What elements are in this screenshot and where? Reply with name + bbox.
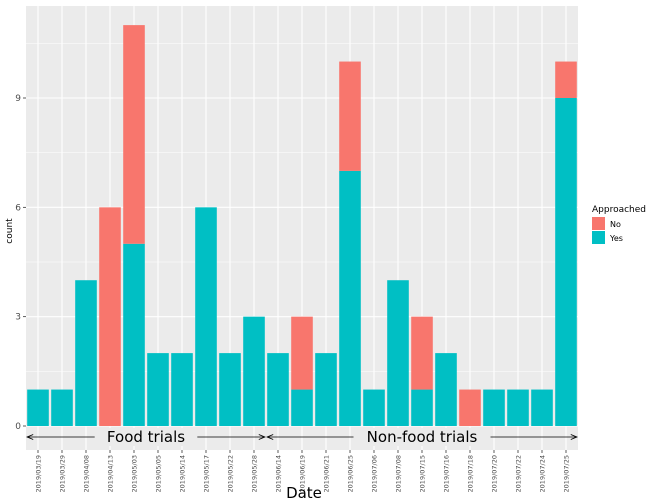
bar-yes	[339, 170, 361, 426]
x-tick-label: 2019/07/24	[539, 455, 547, 492]
x-tick-label: 2019/05/14	[179, 455, 187, 492]
x-tick-label: 2019/05/28	[251, 455, 259, 492]
x-tick-label: 2019/05/05	[155, 455, 163, 492]
bar-no	[339, 61, 361, 171]
bar-yes	[75, 280, 97, 426]
bar-no	[123, 25, 145, 244]
x-tick-label: 2019/07/08	[395, 455, 403, 492]
bar-no	[411, 316, 433, 390]
annotation-arrowhead	[266, 434, 274, 440]
legend-swatch-yes	[592, 231, 605, 244]
bar-yes	[219, 353, 241, 426]
bar-yes	[147, 353, 169, 426]
bar-yes	[171, 353, 193, 426]
annotation-label: Non-food trials	[367, 428, 478, 446]
bar-no	[555, 61, 577, 98]
x-tick-label: 2019/06/19	[299, 455, 307, 492]
x-tick-label: 2019/06/21	[323, 455, 331, 492]
bar-yes	[195, 207, 217, 426]
bar-yes	[411, 389, 433, 426]
x-tick-label: 2019/07/16	[443, 455, 451, 492]
y-tick-label: 9	[15, 94, 21, 104]
legend-title: Approached	[592, 205, 646, 215]
x-tick-label: 2019/04/08	[83, 455, 91, 492]
bar-yes	[267, 353, 289, 426]
x-tick-label: 2019/07/20	[491, 455, 499, 492]
bar-no	[99, 207, 121, 426]
x-tick-label: 2019/07/25	[563, 455, 571, 492]
x-tick-label: 2019/07/22	[515, 455, 523, 492]
y-tick-label: 0	[15, 422, 21, 432]
annotation-label-background	[353, 428, 491, 446]
x-tick-label: 2019/04/13	[107, 455, 115, 492]
bar-yes	[531, 389, 553, 426]
bar-yes	[555, 98, 577, 426]
bars	[27, 25, 577, 426]
bar-yes	[483, 389, 505, 426]
legend-label-no: No	[610, 220, 621, 229]
bar-yes	[387, 280, 409, 426]
annotation-arrowhead	[258, 434, 266, 440]
x-tick-label: 2019/06/14	[275, 455, 283, 492]
bar-yes	[243, 316, 265, 426]
bar-yes	[507, 389, 529, 426]
x-tick-label: 2019/03/19	[35, 455, 43, 492]
legend-swatch-no	[592, 217, 605, 230]
x-tick-label: 2019/05/22	[227, 455, 235, 492]
annotation-arrowhead	[570, 434, 578, 440]
x-tick-label: 2019/05/03	[131, 455, 139, 492]
x-axis-title: Date	[286, 484, 322, 502]
bar-yes	[51, 389, 73, 426]
legend: Approached No Yes	[592, 205, 646, 244]
y-tick-label: 3	[15, 313, 21, 323]
annotation-label: Food trials	[107, 428, 185, 446]
annotation-arrowhead	[26, 434, 34, 440]
y-axis: 0 3 6 9	[15, 94, 26, 432]
x-axis: 2019/03/19 2019/03/29 2019/04/08 2019/04/13…	[35, 450, 571, 492]
x-tick-label: 2019/06/25	[347, 455, 355, 492]
x-tick-label: 2019/07/18	[467, 455, 475, 492]
annotations: Food trials Non-food trials	[26, 428, 578, 446]
bar-yes	[291, 389, 313, 426]
bar-no	[291, 316, 313, 390]
x-tick-label: 2019/07/15	[419, 455, 427, 492]
y-axis-title: count	[5, 218, 15, 244]
bar-yes	[363, 389, 385, 426]
bar-no	[459, 389, 481, 426]
bar-yes	[315, 353, 337, 426]
x-tick-label: 2019/05/17	[203, 455, 211, 492]
bar-yes	[435, 353, 457, 426]
bar-yes	[27, 389, 49, 426]
x-tick-label: 2019/03/29	[59, 455, 67, 492]
x-tick-label: 2019/07/06	[371, 455, 379, 492]
y-tick-label: 6	[15, 203, 21, 213]
legend-label-yes: Yes	[609, 234, 623, 243]
bar-yes	[123, 243, 145, 426]
annotation-label-background	[94, 428, 198, 446]
